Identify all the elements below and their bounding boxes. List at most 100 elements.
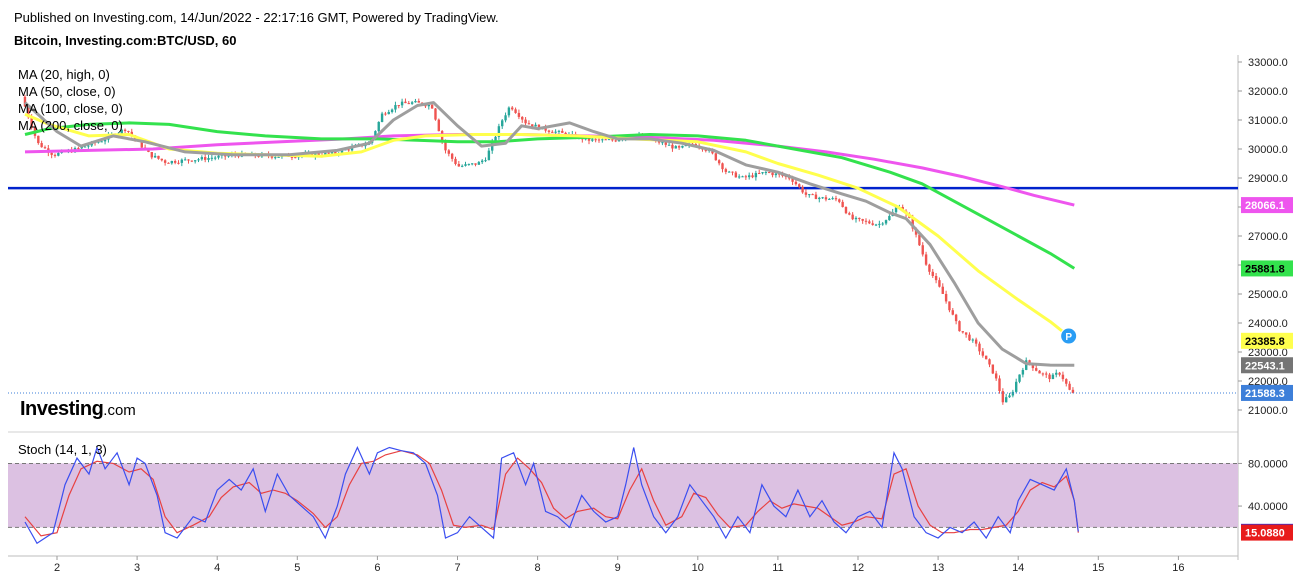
candle-down	[150, 152, 153, 158]
candle-up	[57, 152, 60, 156]
candle-down	[844, 207, 848, 214]
candle-down	[187, 159, 190, 161]
candle-up	[894, 207, 898, 213]
candle-up	[661, 142, 664, 144]
candle-down	[768, 172, 771, 174]
candle-down	[444, 141, 447, 151]
candle-down	[791, 178, 794, 182]
candle-up	[467, 163, 471, 165]
candle-down	[717, 160, 721, 164]
time-tick-label: 11	[772, 562, 783, 574]
time-tick-label: 9	[615, 562, 621, 574]
investing-logo[interactable]: Investing.com	[20, 398, 136, 421]
candle-down	[848, 213, 851, 215]
candle-up	[674, 146, 677, 149]
candle-up	[831, 198, 834, 200]
candle-down	[327, 152, 330, 154]
candle-down	[434, 108, 437, 120]
candle-up	[888, 216, 891, 221]
candle-down	[934, 275, 938, 281]
candle-down	[1058, 372, 1061, 375]
candle-up	[667, 144, 671, 146]
candle-down	[838, 199, 841, 202]
candle-up	[120, 129, 123, 134]
candle-down	[604, 139, 607, 141]
candle-down	[1045, 373, 1048, 375]
candle-up	[497, 126, 501, 137]
candle-up	[390, 109, 394, 112]
candle-up	[387, 111, 390, 115]
candle-down	[1028, 360, 1031, 364]
candle-down	[771, 172, 774, 176]
candle-up	[460, 165, 464, 167]
candle-up	[554, 131, 557, 133]
candle-down	[474, 163, 477, 165]
logo-main: Investing	[20, 398, 104, 420]
candle-up	[87, 145, 90, 147]
price-label-text: 25881.8	[1245, 263, 1285, 275]
price-label-box	[1241, 260, 1293, 277]
candle-up	[480, 160, 484, 163]
candle-down	[294, 157, 297, 159]
candle-up	[727, 171, 731, 173]
price-tick-label: 30000.0	[1248, 144, 1288, 156]
candle-up	[83, 146, 87, 148]
candle-up	[414, 100, 417, 103]
candle-down	[347, 149, 350, 151]
ma200-line	[24, 133, 1075, 207]
ma20-line	[23, 101, 1075, 367]
candle-up	[380, 113, 384, 122]
price-tick-label: 25000.0	[1248, 289, 1288, 301]
candle-down	[270, 156, 274, 158]
candle-down	[1048, 374, 1051, 380]
candle-down	[511, 107, 514, 110]
candle-up	[874, 224, 878, 226]
candle-up	[884, 220, 888, 224]
candle-down	[981, 351, 985, 356]
time-tick-label: 6	[374, 562, 380, 574]
candle-up	[80, 146, 83, 149]
candle-up	[754, 173, 758, 178]
candle-down	[424, 104, 427, 107]
price-label-text: 23385.8	[1245, 336, 1285, 348]
candle-down	[163, 160, 167, 163]
candle-down	[1071, 389, 1075, 393]
candle-up	[487, 150, 491, 161]
candle-up	[1008, 395, 1011, 398]
candle-down	[611, 139, 614, 141]
candle-down	[77, 148, 80, 150]
candle-down	[547, 130, 551, 132]
candle-down	[317, 153, 320, 156]
candle-up	[821, 197, 824, 199]
candle-down	[1001, 391, 1005, 403]
candle-down	[1038, 370, 1041, 374]
candle-down	[824, 197, 828, 200]
stoch-legend: Stoch (14, 1, 3)	[18, 442, 107, 457]
candle-down	[587, 137, 591, 141]
price-tick-label: 23000.0	[1248, 347, 1288, 359]
candle-down	[1031, 363, 1035, 369]
candle-down	[731, 171, 734, 173]
time-tick-label: 15	[1092, 562, 1104, 574]
candle-down	[334, 151, 337, 154]
candle-up	[470, 163, 474, 165]
stoch-k-line	[24, 445, 1079, 545]
candle-up	[854, 217, 858, 220]
candle-up	[681, 145, 684, 148]
candle-down	[527, 123, 531, 125]
candle-up	[374, 131, 377, 139]
candle-down	[40, 143, 43, 148]
price-tick-label: 27000.0	[1248, 231, 1288, 243]
candle-down	[437, 119, 441, 132]
candle-down	[961, 331, 964, 333]
candle-down	[968, 334, 971, 341]
candle-down	[140, 140, 143, 148]
candle-down	[734, 172, 738, 178]
candle-down	[974, 339, 978, 344]
candle-up	[741, 176, 744, 178]
price-tick-label: 29000.0	[1248, 173, 1288, 185]
candle-down	[614, 140, 617, 142]
candle-down	[721, 163, 724, 170]
candle-down	[407, 103, 410, 105]
candle-down	[858, 217, 861, 220]
